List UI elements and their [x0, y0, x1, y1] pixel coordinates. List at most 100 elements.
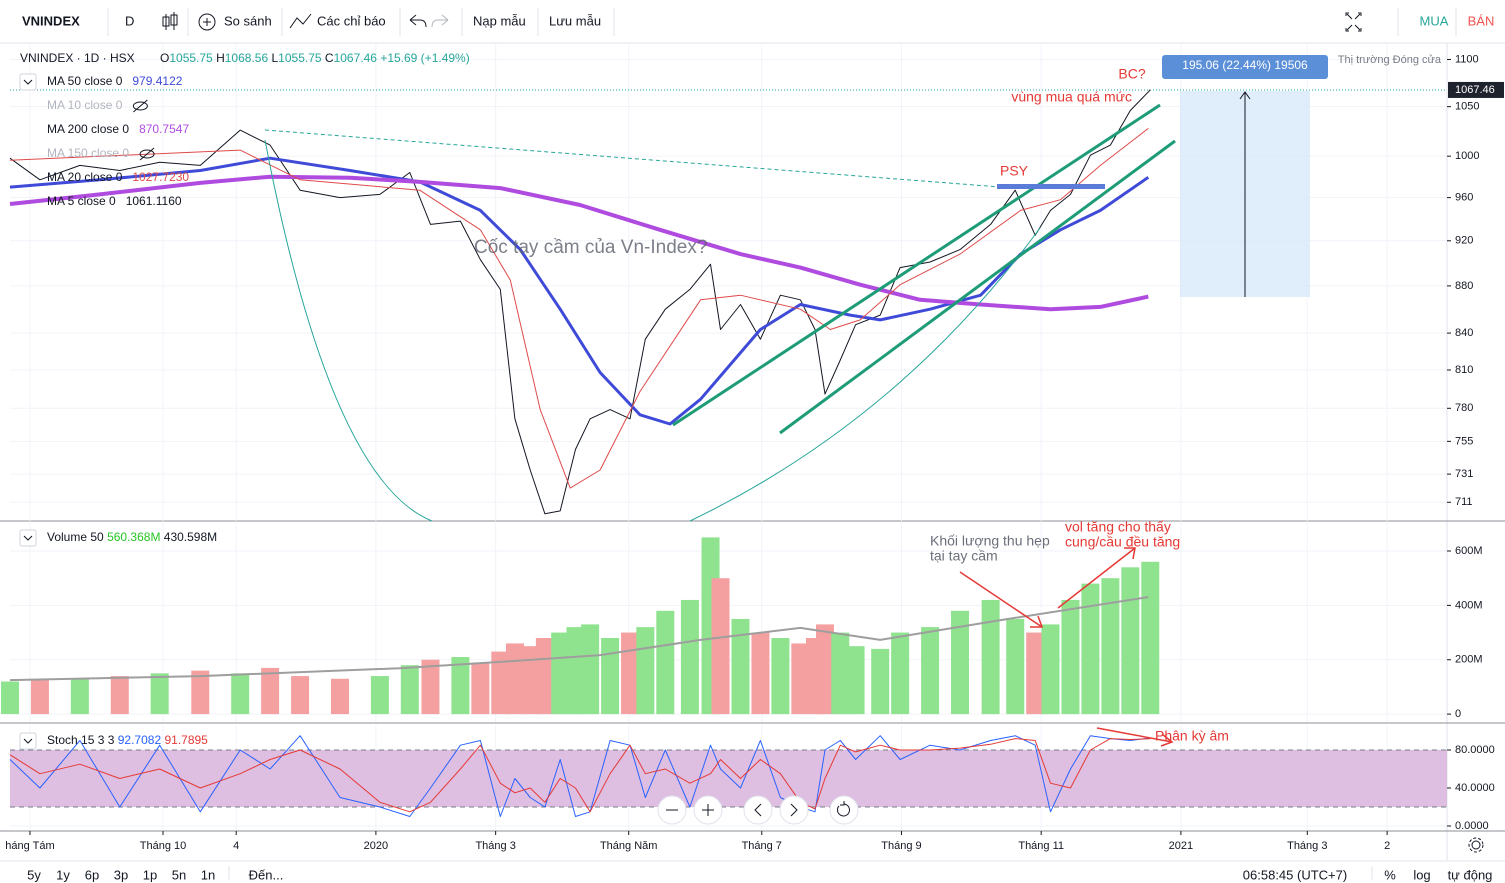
- volume-bar: [471, 662, 490, 715]
- volume-bar: [601, 637, 620, 715]
- x-tick-label: Tháng Năm: [600, 840, 657, 852]
- x-tick-label: 2021: [1169, 840, 1193, 852]
- settings-button[interactable]: [1468, 837, 1484, 853]
- range-button[interactable]: 1p: [143, 867, 157, 882]
- range-button[interactable]: 6p: [85, 867, 99, 882]
- y-tick-label: 880: [1455, 280, 1473, 292]
- volume-bar: [581, 624, 600, 715]
- toolbar: VNINDEX D So sánh Các chỉ báo Nạp mẫu Lư…: [0, 0, 1505, 44]
- scroll-left[interactable]: [743, 795, 773, 825]
- log-toggle[interactable]: log: [1413, 867, 1430, 882]
- ohlc: O1055.75 H1068.56 L1055.75 C1067.46 +15.…: [160, 51, 470, 65]
- series-line: [9, 174, 1149, 312]
- volume-bar: [711, 578, 730, 715]
- annotation: BC?: [1118, 66, 1145, 82]
- collapse-button[interactable]: [19, 732, 37, 750]
- volume-bar: [921, 627, 940, 715]
- bands: [10, 89, 1447, 808]
- legend-name: MA 5 close 0: [47, 194, 116, 208]
- legend-name: MA 20 close 0: [47, 170, 123, 184]
- icon: [790, 803, 798, 817]
- arrow: [1096, 727, 1173, 743]
- buy-button[interactable]: MUA: [1420, 13, 1449, 28]
- indicator-legend: MA 50 close 0 979.4122 MA 10 close 0 MA 200…: [19, 73, 189, 208]
- y-tick-label: 840: [1455, 327, 1473, 339]
- legend-name: MA 150 close 0: [47, 146, 129, 160]
- arrowhead: [1160, 733, 1174, 747]
- reset[interactable]: [829, 795, 859, 825]
- pane-frames: [0, 43, 1505, 862]
- collapse-button[interactable]: [19, 529, 37, 547]
- range-button[interactable]: 5y: [27, 867, 41, 882]
- legend-name: MA 200 close 0: [47, 122, 129, 136]
- arrow: [1057, 547, 1136, 609]
- volume-bar: [656, 610, 675, 715]
- auto-toggle[interactable]: tự động: [1448, 867, 1493, 882]
- load-button[interactable]: Nạp mẫu: [473, 13, 526, 28]
- arrow: [959, 571, 1043, 628]
- volume-bar: [370, 676, 389, 715]
- range-button[interactable]: 1y: [56, 867, 70, 882]
- icon: [702, 804, 714, 816]
- y-tick-label: 960: [1455, 192, 1473, 204]
- compare-icon[interactable]: [198, 13, 216, 31]
- save-button[interactable]: Lưu mẫu: [549, 13, 601, 28]
- volume-bar: [535, 637, 554, 715]
- volume-bar: [521, 646, 540, 715]
- volume-bar: [831, 632, 850, 715]
- range-button[interactable]: 1n: [201, 867, 215, 882]
- volume-bar: [451, 657, 470, 715]
- symbol-button[interactable]: VNINDEX: [22, 13, 80, 28]
- volume-bar: [1081, 583, 1100, 715]
- y-tick-label: 711: [1455, 496, 1473, 508]
- y-tick-label: 40.0000: [1455, 782, 1495, 794]
- goto-button[interactable]: Đến...: [249, 867, 284, 882]
- x-tick-label: 2020: [364, 840, 388, 852]
- hidden-icon[interactable]: [139, 149, 155, 159]
- indicators-icon[interactable]: [289, 13, 312, 29]
- range-button[interactable]: 5n: [172, 867, 186, 882]
- volume-bar: [771, 637, 790, 715]
- undo-button[interactable]: [409, 14, 427, 28]
- volume-bar: [815, 624, 834, 715]
- volume-bar: [491, 651, 510, 715]
- fullscreen-button[interactable]: [1345, 12, 1362, 32]
- volume-bar: [636, 627, 655, 715]
- scroll-right[interactable]: [779, 795, 809, 825]
- compare-button[interactable]: So sánh: [224, 13, 272, 28]
- y-tick-label: 780: [1455, 402, 1473, 414]
- series: [1, 89, 1160, 817]
- series-line: [9, 128, 1149, 489]
- interval-button[interactable]: D: [125, 13, 134, 28]
- volume-bar: [680, 599, 699, 715]
- cup-arc: [264, 139, 433, 522]
- psy-marker: [997, 184, 1105, 189]
- legend-name: Stoch 15 3 3: [47, 733, 115, 747]
- hidden-icon-slash: [139, 147, 155, 161]
- chevron: [23, 738, 33, 744]
- legend-name: MA 10 close 0: [47, 98, 123, 112]
- annotation: Phân kỳ âm: [1155, 728, 1229, 744]
- ohlc-value: 1055.75: [169, 51, 213, 65]
- volume-bar: [981, 599, 1000, 715]
- hidden-icon[interactable]: [132, 101, 148, 111]
- nav-buttons: [657, 795, 859, 825]
- sell-button[interactable]: BÁN: [1468, 13, 1495, 28]
- legend-value: 430.598M: [164, 530, 217, 544]
- percent-toggle[interactable]: %: [1384, 867, 1396, 882]
- change: +15.69 (+1.49%): [380, 51, 469, 65]
- volume-bar: [70, 678, 89, 715]
- chevron: [23, 79, 33, 85]
- volume-bar: [505, 643, 524, 715]
- ohlc-key: H: [216, 51, 225, 65]
- volume-bar: [231, 673, 250, 715]
- indicators-button[interactable]: Các chỉ báo: [317, 13, 386, 28]
- collapse-button[interactable]: [19, 73, 37, 91]
- chart-type-icon[interactable]: [162, 12, 178, 30]
- y-tick-label: 0: [1455, 708, 1461, 720]
- range-button[interactable]: 3p: [114, 867, 128, 882]
- redo-button[interactable]: [431, 14, 449, 28]
- icon: [754, 803, 762, 817]
- legend-value: 92.7082: [118, 733, 162, 747]
- x-tick-label: 4: [233, 840, 239, 852]
